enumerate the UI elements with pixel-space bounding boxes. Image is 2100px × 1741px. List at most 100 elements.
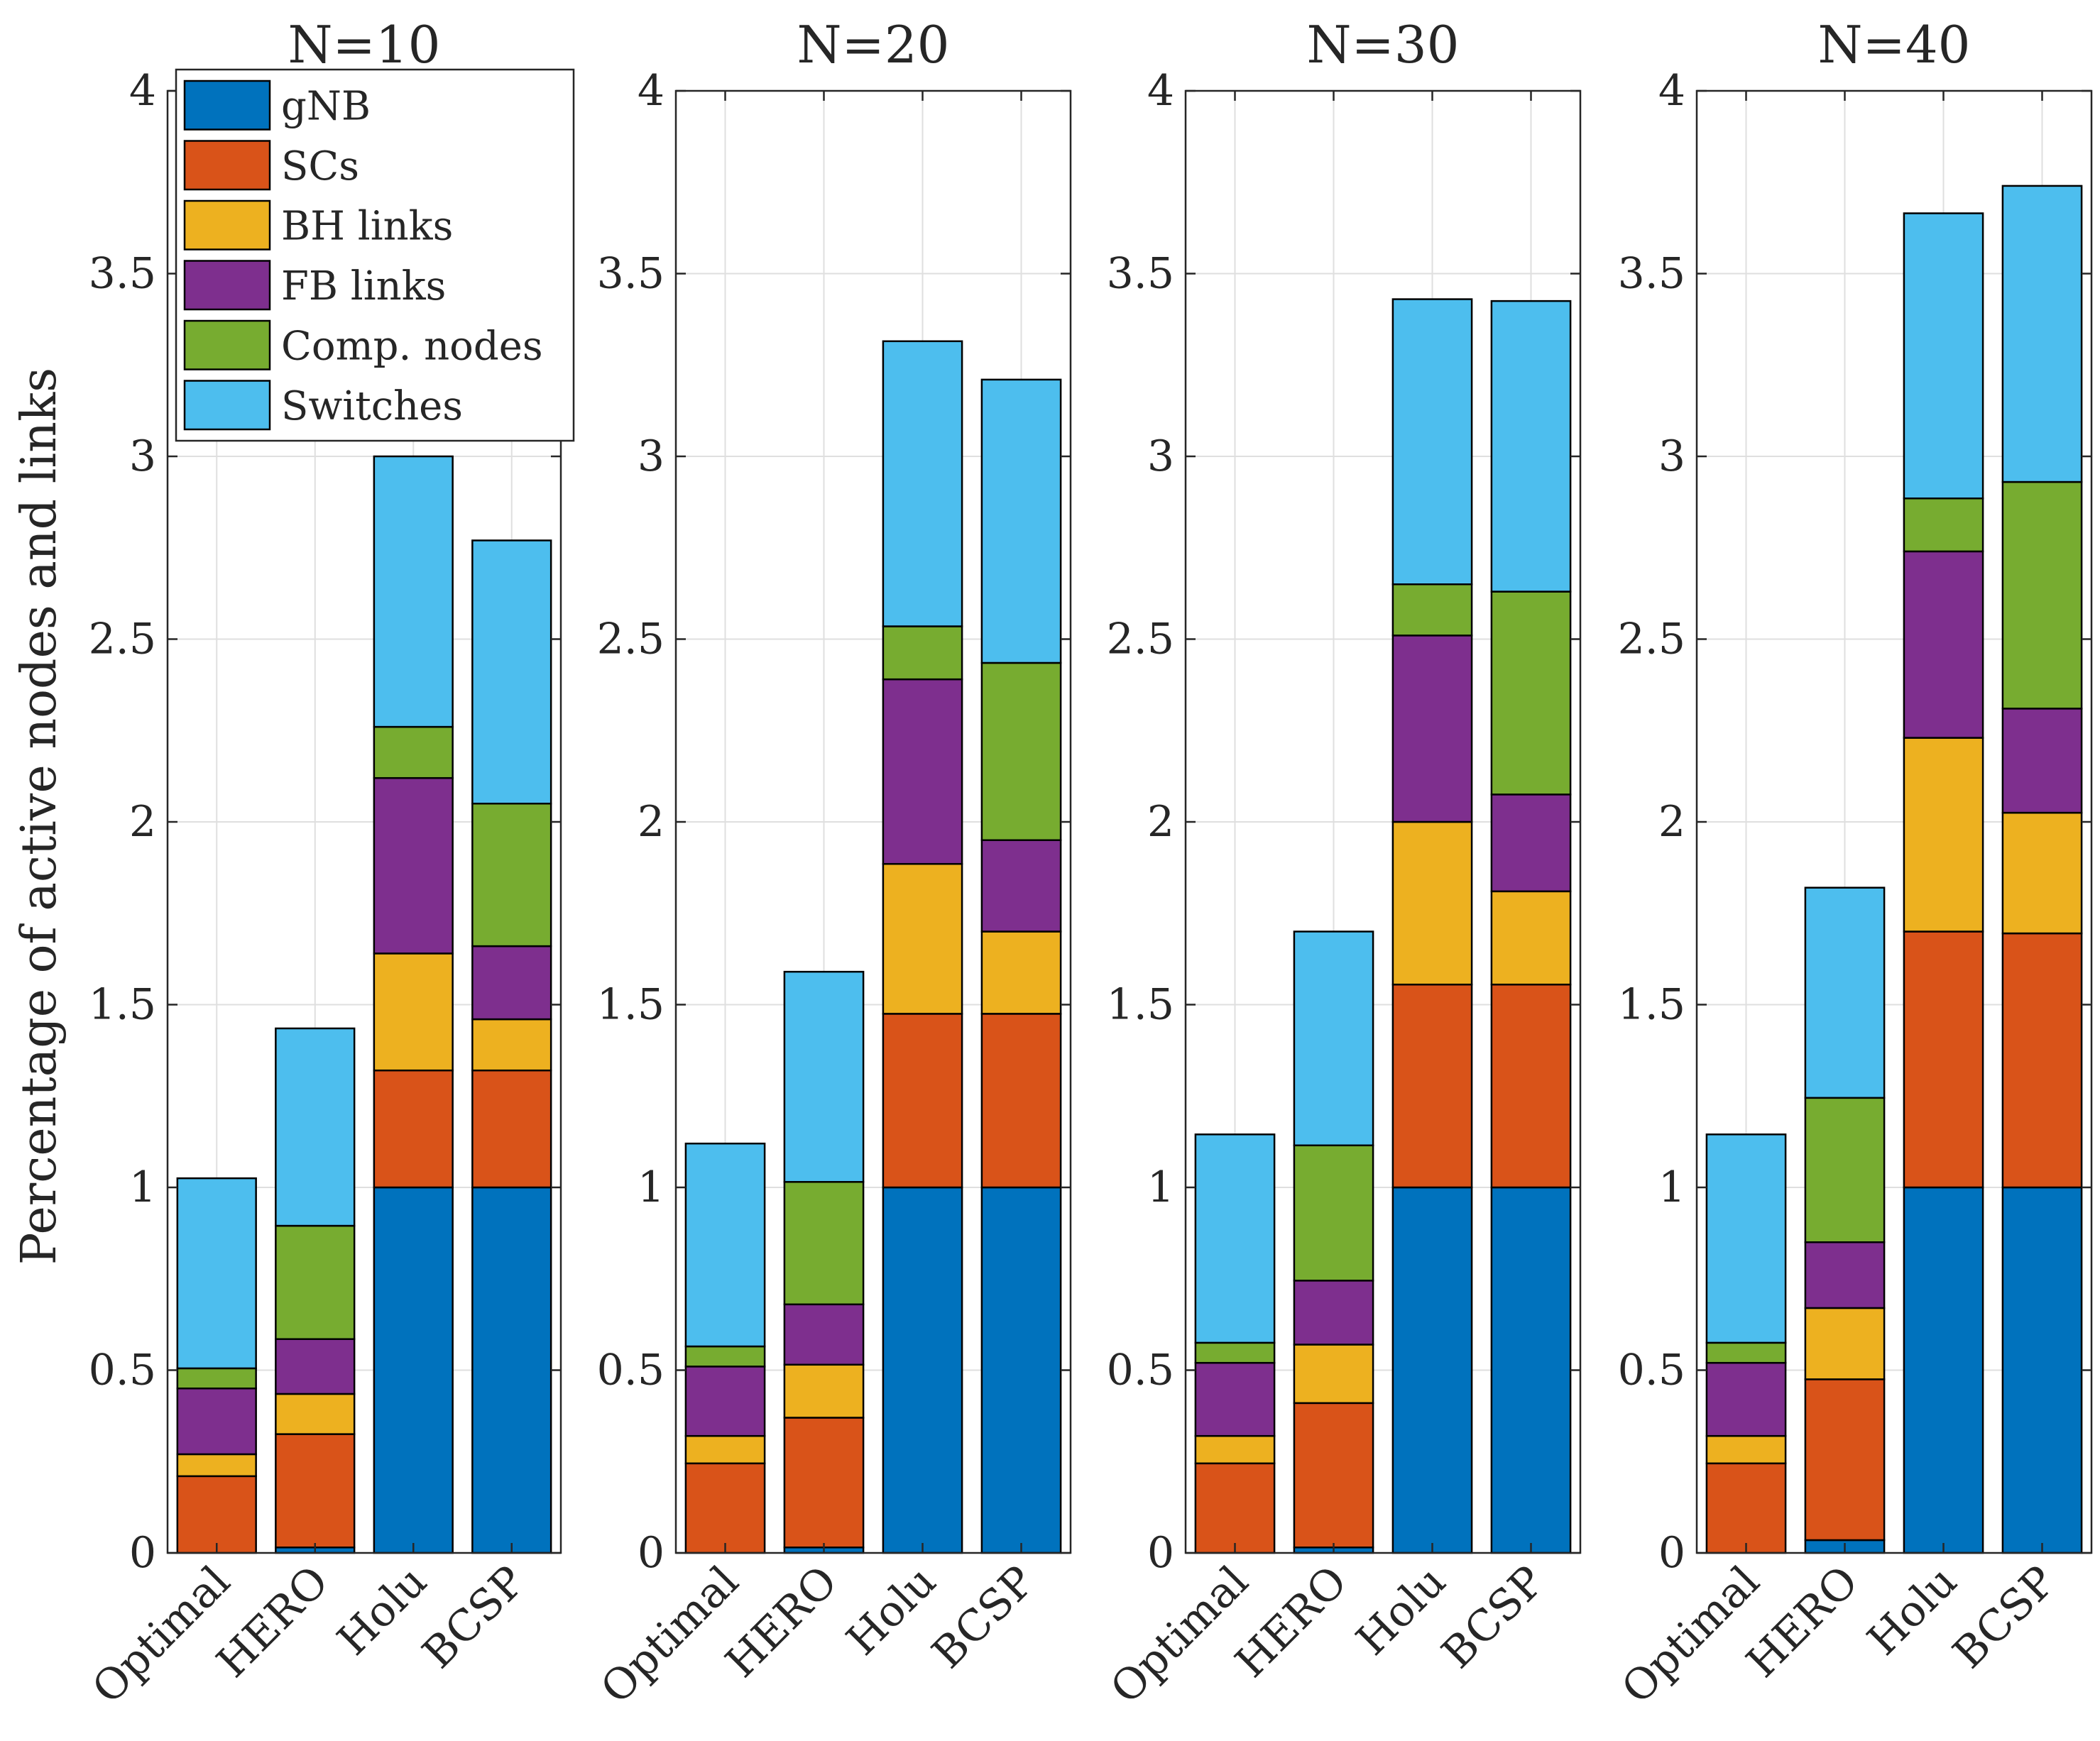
y-tick-label: 3 — [638, 432, 665, 481]
bar-segment-fb-links-hero — [783, 1303, 865, 1366]
y-tick-label: 2 — [1658, 797, 1685, 847]
legend-label-scs: SCs — [281, 143, 359, 190]
bar-segment-bh-links-bcsp — [1490, 890, 1572, 986]
y-tick-label: 1 — [1147, 1163, 1174, 1212]
bar-segment-comp-nodes-hero — [1804, 1097, 1886, 1243]
bar-segment-bh-links-holu — [1391, 820, 1473, 986]
bar-segment-switches-hero — [1293, 930, 1374, 1147]
y-tick-label: 3.5 — [1618, 249, 1685, 299]
bar-segment-fb-links-optimal — [176, 1388, 257, 1456]
y-tick-label: 1.5 — [1618, 980, 1685, 1030]
bar-segment-switches-hero — [1804, 886, 1886, 1099]
bar-segment-switches-optimal — [176, 1177, 257, 1370]
bar-segment-bh-links-hero — [1804, 1307, 1886, 1380]
bar-segment-comp-nodes-bcsp — [2001, 480, 2083, 710]
bar-segment-gnb-holu — [1391, 1186, 1473, 1554]
y-tick-label: 1 — [638, 1163, 665, 1212]
bar-segment-bh-links-bcsp — [2001, 811, 2083, 935]
bar-segment-switches-bcsp — [1490, 300, 1572, 593]
bar-segment-fb-links-holu — [373, 776, 454, 955]
bar-segment-comp-nodes-bcsp — [1490, 591, 1572, 796]
y-tick-label: 2.5 — [89, 615, 156, 664]
bar-segment-comp-nodes-hero — [783, 1181, 865, 1306]
bar-segment-scs-hero — [783, 1417, 865, 1549]
legend-swatch-scs — [183, 140, 271, 191]
bar-segment-comp-nodes-hero — [1293, 1144, 1374, 1282]
bar-segment-fb-links-holu — [1903, 550, 1984, 739]
bar-segment-bh-links-optimal — [1194, 1434, 1276, 1465]
y-tick-label: 2 — [1147, 797, 1174, 847]
y-tick-label: 0 — [1658, 1528, 1685, 1578]
y-tick-label: 3 — [129, 432, 156, 481]
y-tick-label: 0.5 — [89, 1346, 156, 1395]
y-tick-label: 2.5 — [1618, 615, 1685, 664]
y-tick-label: 0.5 — [597, 1346, 665, 1395]
bar-segment-bh-links-holu — [1903, 737, 1984, 933]
y-tick-label: 0.5 — [1107, 1346, 1174, 1395]
y-tick-label: 3 — [1147, 432, 1174, 481]
bar-segment-fb-links-bcsp — [1490, 793, 1572, 893]
bar-segment-fb-links-hero — [1293, 1280, 1374, 1346]
y-tick-label: 4 — [638, 66, 665, 116]
legend-swatch-fb-links — [183, 260, 271, 311]
y-tick-label: 0 — [129, 1528, 156, 1578]
panel-title: N=40 — [1818, 15, 1971, 75]
legend-swatch-switches — [183, 380, 271, 431]
bar-segment-scs-optimal — [1194, 1462, 1276, 1554]
bar-segment-switches-holu — [882, 340, 963, 627]
bar-segment-bh-links-hero — [1293, 1344, 1374, 1405]
legend-label-gnb: gNB — [281, 83, 371, 129]
bar-segment-comp-nodes-hero — [275, 1224, 356, 1340]
bar-segment-bh-links-optimal — [684, 1434, 766, 1465]
bar-segment-switches-holu — [1903, 212, 1984, 500]
bar-segment-bh-links-optimal — [176, 1453, 257, 1478]
bar-segment-scs-hero — [1804, 1378, 1886, 1542]
y-tick-label: 3.5 — [89, 249, 156, 299]
bar-segment-gnb-holu — [373, 1186, 454, 1554]
legend-label-fb-links: FB links — [281, 263, 446, 309]
bar-segment-bh-links-hero — [783, 1363, 865, 1419]
bar-segment-switches-bcsp — [2001, 185, 2083, 483]
legend-label-switches: Switches — [281, 383, 463, 429]
panel-title: N=20 — [797, 15, 950, 75]
bar-segment-fb-links-optimal — [1705, 1361, 1787, 1437]
bar-segment-switches-optimal — [684, 1142, 766, 1348]
bar-segment-gnb-bcsp — [1490, 1186, 1572, 1554]
bar-segment-switches-bcsp — [980, 378, 1062, 664]
legend-swatch-comp-nodes — [183, 319, 271, 370]
bar-segment-comp-nodes-holu — [1391, 583, 1473, 637]
y-axis-label: Percentage of active nodes and links — [11, 368, 67, 1265]
bar-segment-comp-nodes-holu — [882, 625, 963, 681]
bar-segment-gnb-bcsp — [980, 1186, 1062, 1554]
bar-segment-fb-links-optimal — [684, 1366, 766, 1437]
bar-segment-fb-links-hero — [1804, 1241, 1886, 1309]
bar-segment-switches-hero — [275, 1027, 356, 1227]
bar-segment-gnb-bcsp — [471, 1186, 552, 1554]
bar-segment-fb-links-bcsp — [980, 839, 1062, 933]
bar-segment-gnb-holu — [882, 1186, 963, 1554]
legend: gNB SCs BH links FB links Comp. nodes Switche… — [175, 68, 575, 442]
bar-segment-scs-holu — [1391, 983, 1473, 1189]
bar-segment-switches-holu — [1391, 298, 1473, 586]
y-tick-label: 1.5 — [597, 980, 665, 1030]
bar-segment-bh-links-bcsp — [980, 930, 1062, 1015]
legend-swatch-gnb — [183, 79, 271, 131]
bar-segment-gnb-bcsp — [2001, 1186, 2083, 1554]
y-tick-label: 1 — [1658, 1163, 1685, 1212]
bar-segment-bh-links-holu — [373, 952, 454, 1072]
bar-segment-scs-optimal — [176, 1475, 257, 1554]
bar-segment-comp-nodes-bcsp — [980, 661, 1062, 841]
bar-segment-scs-bcsp — [1490, 983, 1572, 1189]
bar-segment-bh-links-optimal — [1705, 1434, 1787, 1465]
bar-segment-comp-nodes-holu — [1903, 497, 1984, 553]
bar-segment-comp-nodes-optimal — [1194, 1341, 1276, 1364]
bar-segment-switches-optimal — [1194, 1133, 1276, 1344]
bar-segment-scs-optimal — [1705, 1462, 1787, 1554]
bar-segment-comp-nodes-optimal — [684, 1345, 766, 1368]
bar-segment-switches-hero — [783, 970, 865, 1183]
bar-segment-scs-bcsp — [2001, 932, 2083, 1189]
bar-segment-comp-nodes-bcsp — [471, 803, 552, 948]
y-tick-label: 3 — [1658, 432, 1685, 481]
bar-segment-switches-bcsp — [471, 539, 552, 805]
